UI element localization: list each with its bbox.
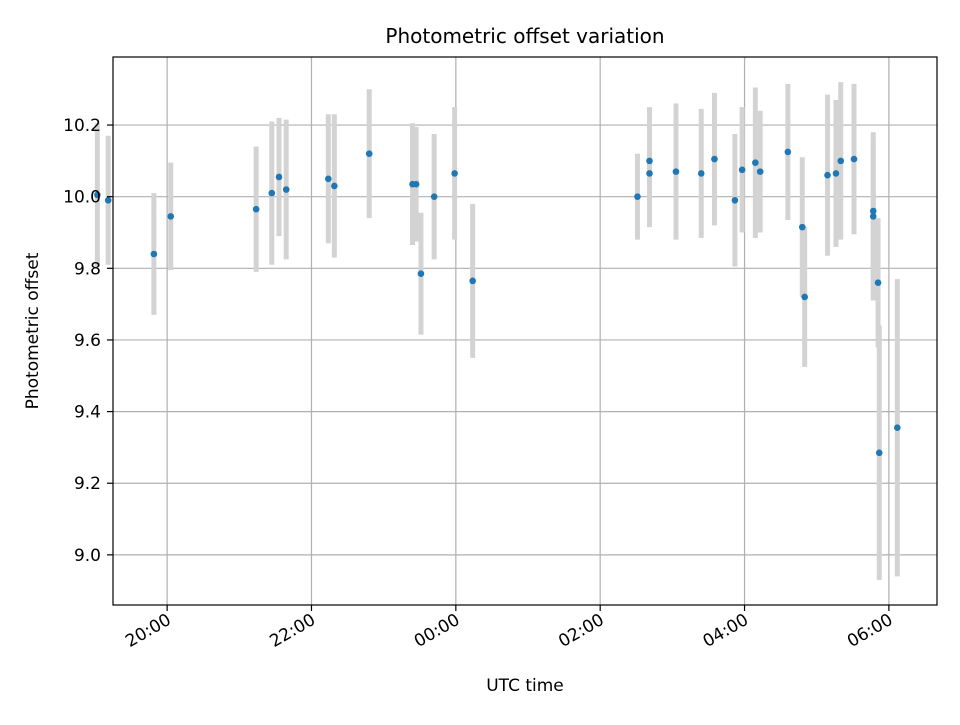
- x-tick-label: 02:00: [555, 610, 607, 652]
- data-point: [365, 150, 373, 158]
- data-point: [869, 207, 877, 215]
- grid-lines: [113, 57, 937, 605]
- x-tick-label: 22:00: [267, 610, 319, 652]
- data-point: [894, 424, 901, 432]
- data-point: [412, 180, 420, 188]
- y-tick-label: 9.0: [74, 546, 101, 566]
- data-point: [646, 170, 653, 177]
- data-point: [275, 173, 283, 181]
- data-point: [469, 277, 476, 285]
- y-axis-label: Photometric offset: [23, 252, 43, 409]
- plot-frame: [112, 56, 938, 606]
- x-axis-label: UTC time: [486, 676, 564, 696]
- y-tick-label: 9.4: [74, 403, 101, 423]
- data-point: [738, 166, 746, 174]
- y-tick-label: 9.8: [74, 259, 101, 279]
- data-point: [104, 196, 112, 204]
- y-tick-label: 9.2: [74, 474, 101, 494]
- data-point: [331, 182, 338, 190]
- data-point: [832, 170, 840, 177]
- x-tick-label: 06:00: [844, 610, 896, 652]
- data-point: [282, 186, 290, 193]
- data-point: [798, 223, 806, 231]
- data-point: [731, 196, 739, 204]
- data-point: [268, 189, 276, 197]
- data-point: [646, 157, 653, 165]
- data-point: [94, 191, 101, 199]
- error-bars: [94, 82, 900, 580]
- data-point: [874, 279, 882, 286]
- data-point: [869, 213, 877, 220]
- x-tick-label: 00:00: [411, 610, 463, 652]
- data-point: [325, 175, 332, 183]
- x-tick-label: 04:00: [700, 610, 752, 652]
- y-tick-label: 10.0: [63, 188, 101, 208]
- data-point: [252, 205, 260, 213]
- data-point: [756, 168, 764, 175]
- y-tick-label: 9.6: [74, 331, 101, 351]
- data-point: [697, 170, 705, 177]
- data-point: [672, 168, 680, 175]
- data-point: [150, 250, 158, 258]
- data-point: [801, 293, 808, 301]
- data-point: [451, 170, 458, 177]
- data-point: [634, 193, 641, 200]
- data-point: [875, 449, 883, 457]
- data-point: [430, 193, 438, 200]
- x-tick-label: 20:00: [122, 610, 174, 652]
- data-point: [850, 155, 858, 163]
- data-point: [752, 159, 759, 166]
- y-tick-label: 10.2: [63, 116, 101, 136]
- data-point: [417, 270, 425, 277]
- data-point: [824, 171, 831, 179]
- data-points: [94, 148, 901, 457]
- chart-title: Photometric offset variation: [385, 24, 664, 48]
- data-point: [784, 148, 792, 156]
- data-point: [837, 157, 845, 165]
- data-point: [167, 213, 175, 220]
- data-point: [711, 155, 718, 163]
